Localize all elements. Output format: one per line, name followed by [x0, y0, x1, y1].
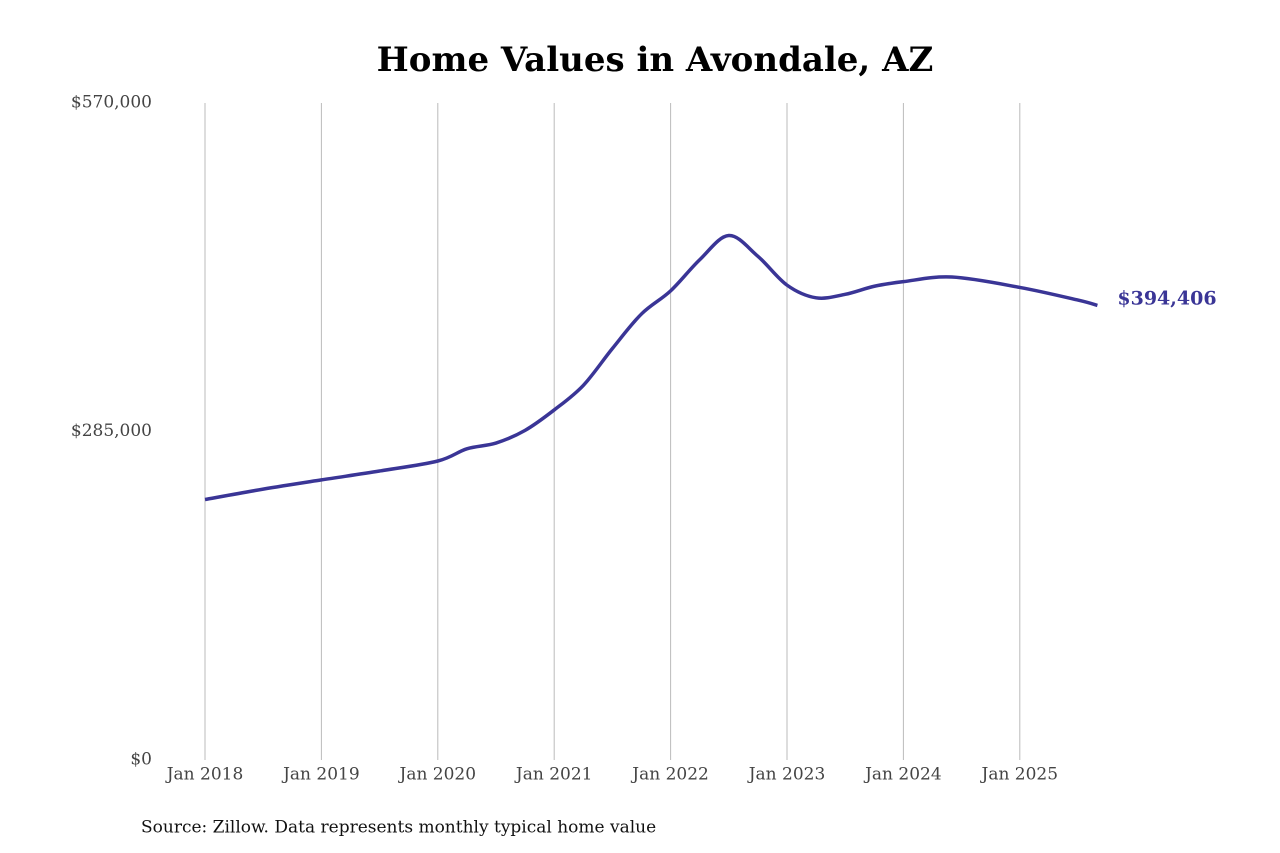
x-tick-label: Jan 2024 — [863, 765, 942, 785]
x-tick-label: Jan 2019 — [281, 765, 360, 785]
y-tick-label: $285,000 — [71, 421, 152, 441]
y-tick-label: $0 — [130, 750, 152, 770]
y-tick-label: $570,000 — [71, 93, 152, 113]
x-tick-label: Jan 2020 — [398, 765, 477, 785]
x-tick-label: Jan 2018 — [165, 765, 244, 785]
end-value-label: $394,406 — [1117, 287, 1216, 309]
x-tick-label: Jan 2025 — [980, 765, 1059, 785]
x-tick-label: Jan 2023 — [747, 765, 826, 785]
chart-title: Home Values in Avondale, AZ — [377, 40, 934, 80]
x-tick-label: Jan 2021 — [514, 765, 593, 785]
line-series — [204, 233, 1098, 502]
x-tick-label: Jan 2022 — [630, 765, 709, 785]
source-note: Source: Zillow. Data represents monthly … — [141, 818, 656, 838]
